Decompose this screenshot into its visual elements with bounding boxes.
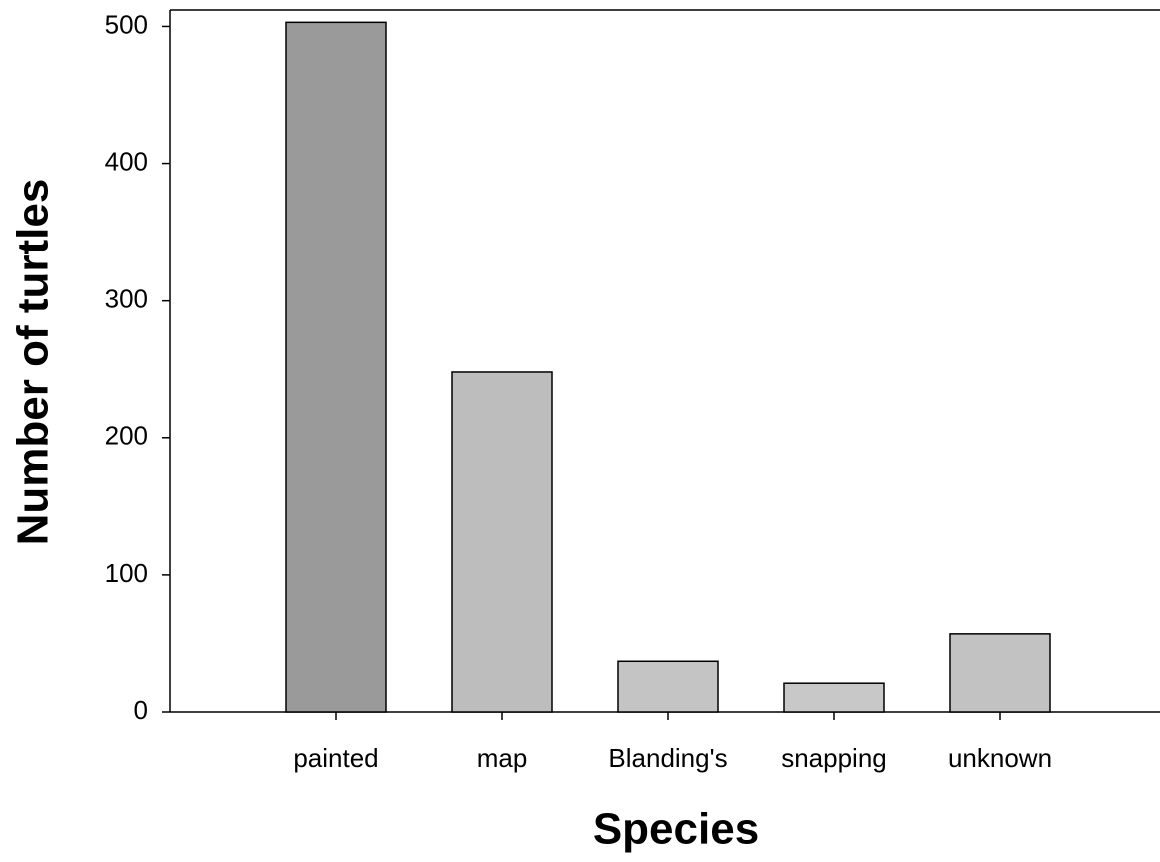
bar: [451, 371, 553, 713]
x-tick-label: snapping: [781, 743, 887, 773]
bar: [949, 633, 1051, 713]
y-axis-title: Number of turtles: [9, 179, 58, 546]
y-tick-label: 200: [105, 421, 148, 451]
y-tick-label: 400: [105, 146, 148, 176]
y-tick-label: 500: [105, 9, 148, 39]
x-tick-label: unknown: [948, 743, 1052, 773]
y-tick-label: 100: [105, 558, 148, 588]
x-tick-label: Blanding's: [608, 743, 727, 773]
y-tick-label: 300: [105, 284, 148, 314]
y-tick-label: 0: [134, 695, 148, 725]
bar: [783, 682, 885, 713]
x-tick-label: painted: [293, 743, 378, 773]
x-axis-title: Species: [593, 805, 759, 854]
bar: [617, 660, 719, 713]
x-tick-label: map: [477, 743, 528, 773]
bar: [285, 21, 387, 713]
